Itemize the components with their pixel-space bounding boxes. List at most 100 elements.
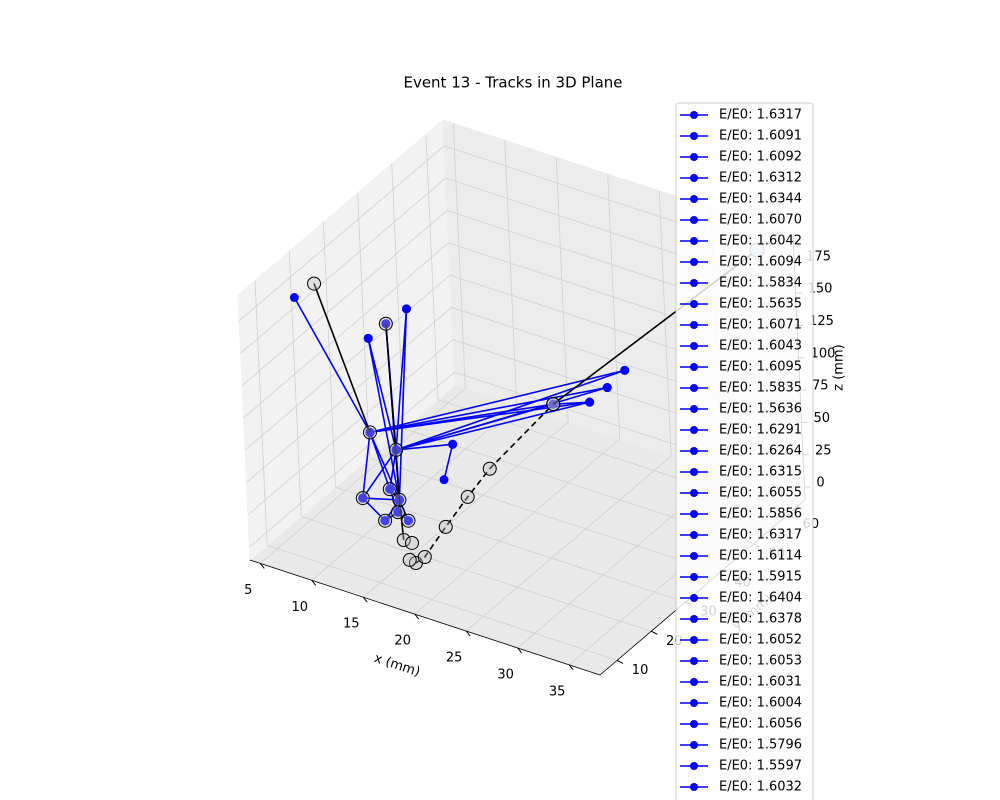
grid-line [414,438,620,615]
reference-track-marker [307,276,322,291]
x-tick-label: 20 [394,634,411,649]
reference-marker [389,442,404,457]
legend-label: E/E0: 1.6291 [719,423,802,438]
x-tick [568,664,574,671]
legend-marker [690,174,698,182]
legend-marker [690,342,698,350]
x-tick [414,613,420,620]
legend-marker [690,426,698,434]
track [443,444,454,480]
legend-label: E/E0: 1.6055 [719,486,802,501]
x-tick [311,579,317,586]
legend-label: E/E0: 1.6092 [719,150,802,165]
legend-label: E/E0: 1.6031 [719,675,802,690]
reference-track [313,283,371,433]
legend-label: E/E0: 1.6070 [719,213,802,228]
grid-line [369,457,720,574]
grid-line [311,404,518,581]
track-marker [385,484,395,494]
legend-label: E/E0: 1.6095 [719,360,802,375]
legend-label: E/E0: 1.6004 [719,696,802,711]
z-tick-label: 100 [811,346,836,361]
reference-track [385,323,405,541]
grid-line [249,371,455,548]
track [362,449,397,499]
legend-marker [690,447,698,455]
track-marker [620,365,630,375]
z-tick-label: 0 [816,476,824,491]
legend-marker [690,510,698,518]
legend-marker [690,237,698,245]
track-marker [403,516,413,526]
grid-line [244,274,451,451]
reference-marker [355,491,370,506]
x-tick-label: 30 [497,667,514,682]
y-tick [616,659,624,664]
reference-marker [401,513,416,528]
legend-marker [690,636,698,644]
grid-line [607,174,621,440]
grid-line [391,163,405,429]
track-marker [585,397,595,407]
x-tick-label: 5 [244,583,252,598]
legend-marker [690,405,698,413]
track-marker [380,516,390,526]
legend-label: E/E0: 1.5856 [719,507,802,522]
legend-label: E/E0: 1.6091 [719,129,802,144]
grid-line [425,134,439,400]
grid-line [323,222,336,488]
legend-marker [690,783,698,791]
legend-label: E/E0: 1.5796 [719,738,802,753]
legend-label: E/E0: 1.5636 [719,402,802,417]
reference-track-marker [417,549,432,564]
legend-label: E/E0: 1.5915 [719,570,802,585]
track [398,308,408,500]
z-axis-label: z (mm) [832,344,847,390]
reference-marker [390,505,405,520]
grid-line [254,280,268,546]
grid-line [243,242,449,419]
legend-label: E/E0: 1.6052 [719,633,802,648]
legend-label: E/E0: 1.6264 [719,444,802,459]
z-tick-label: 50 [813,411,830,426]
legend-label: E/E0: 1.6056 [719,717,802,732]
x-tick [362,596,368,603]
reference-track-marker [378,316,393,331]
grid-line [335,486,686,603]
track-marker [289,293,299,303]
y-tick-label: 10 [632,663,649,678]
track [395,403,554,451]
grid-line [301,515,652,632]
legend-label: E/E0: 1.5635 [719,297,802,312]
x-axis [249,559,601,676]
legend-marker [690,363,698,371]
legend-marker [690,321,698,329]
legend-label: E/E0: 1.6317 [719,108,802,123]
grid-line [241,210,448,386]
legend-marker [690,762,698,770]
legend-marker [690,468,698,476]
grid-line [362,421,569,598]
track-marker [358,493,368,503]
legend-label: E/E0: 1.6043 [719,339,802,354]
z-tick-label: 125 [809,314,834,329]
track [362,497,386,522]
track [396,443,453,451]
track [369,403,554,434]
x-tick-label: 25 [446,651,463,666]
x-tick [259,563,265,569]
legend-marker [690,720,698,728]
legend-marker [690,489,698,497]
reference-marker [402,552,417,567]
reference-marker [404,535,419,550]
reference-track-marker [438,519,453,534]
track [293,297,371,433]
legend-marker [690,111,698,119]
z-tick-label: 75 [812,379,829,394]
legend-marker [690,195,698,203]
legend-marker [690,741,698,749]
legend-label: E/E0: 1.6317 [719,528,802,543]
reference-track-marker [546,397,561,412]
track [362,432,371,499]
